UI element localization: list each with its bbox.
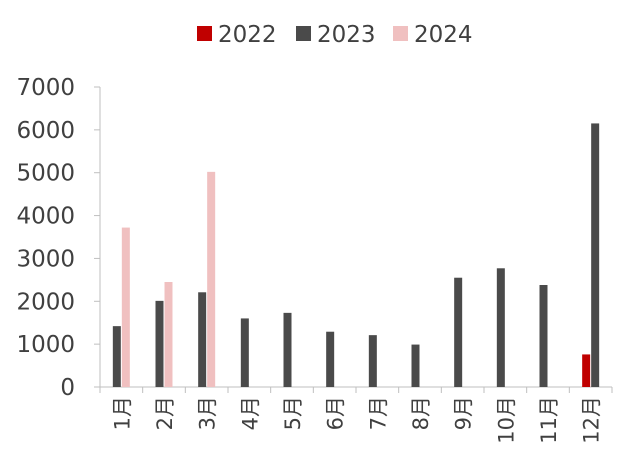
y-tick-label: 3000 [16,246,75,272]
x-tick-label: 3月 [196,396,220,430]
legend-swatch-2024 [393,26,408,41]
bar-2023-10月 [496,268,505,387]
bar-2023-4月 [240,318,249,387]
x-tick-label: 4月 [238,396,262,430]
x-tick-label: 2月 [153,396,177,430]
y-tick-label: 5000 [16,161,75,187]
y-tick-label: 4000 [16,204,75,230]
x-tick-label: 6月 [324,396,348,430]
x-tick-label: 5月 [281,396,305,430]
legend-label-2023: 2023 [317,22,376,48]
bar-2023-7月 [368,335,377,387]
bar-2023-8月 [411,344,420,387]
legend: 2022 2023 2024 [197,22,473,48]
bar-2023-3月 [198,292,207,387]
bar-2024-3月 [207,171,216,387]
bar-2024-1月 [121,227,130,387]
bar-2023-9月 [454,277,463,387]
bar-2023-2月 [155,300,164,387]
y-tick-label: 1000 [16,332,75,358]
x-tick-label: 8月 [409,396,433,430]
bars [112,123,600,387]
x-tick-label: 9月 [452,396,476,430]
legend-swatch-2022 [197,26,212,41]
bar-2023-1月 [112,326,121,387]
x-tick-label: 10月 [494,396,518,444]
x-tick-label: 11月 [537,396,561,444]
legend-swatch-2023 [296,26,311,41]
x-tick-label: 7月 [366,396,390,430]
bar-2023-5月 [283,312,292,387]
y-tick-label: 6000 [16,118,75,144]
x-tick-label: 12月 [580,396,604,444]
y-tick-label: 2000 [16,289,75,315]
y-axis: 0 1000 2000 3000 4000 5000 6000 7000 [16,75,101,401]
legend-label-2022: 2022 [218,22,277,48]
bar-2023-6月 [326,331,335,387]
y-tick-label: 7000 [16,75,75,101]
x-tick-label: 1月 [110,396,134,430]
y-tick-label: 0 [60,375,75,401]
legend-label-2024: 2024 [414,22,473,48]
bar-2022-12月 [582,354,591,387]
x-axis: 1月 2月 3月 4月 5月 6月 7月 8月 9月 10月 11月 12月 [99,386,613,444]
bar-2024-2月 [164,282,173,387]
bar-2023-12月 [591,123,600,387]
bar-2023-11月 [539,285,548,387]
